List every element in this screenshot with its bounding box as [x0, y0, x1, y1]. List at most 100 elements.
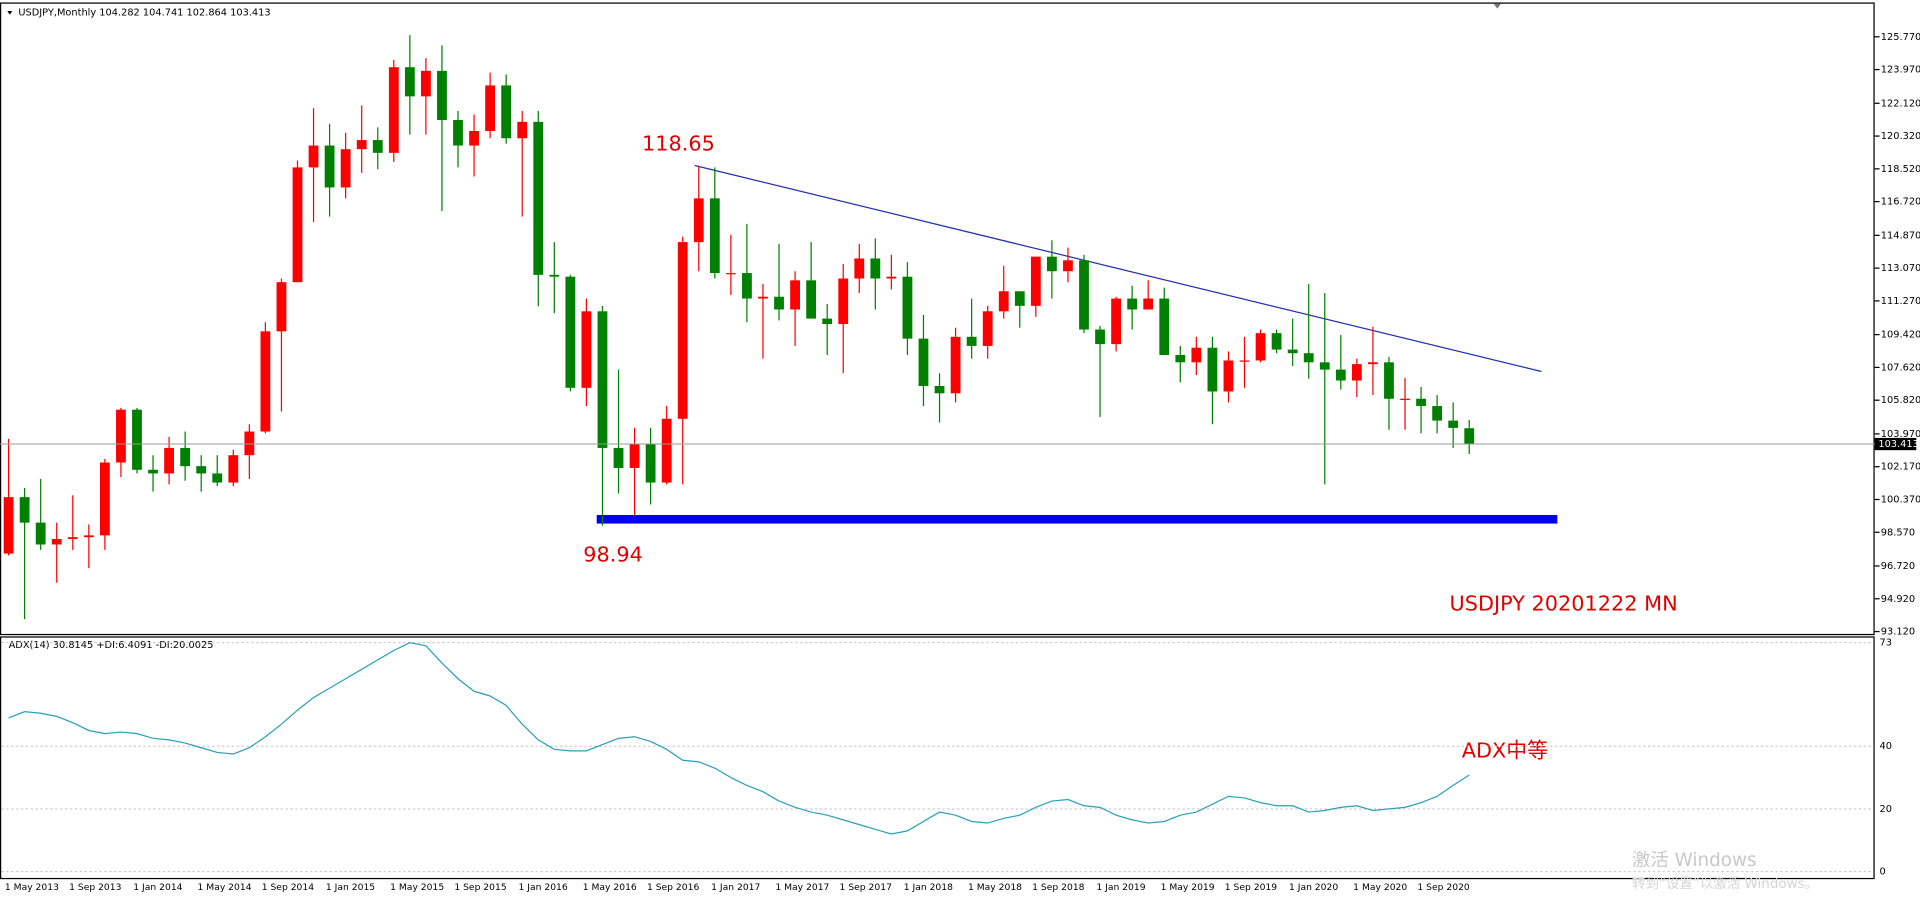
y-tick-label: 96.720: [1881, 561, 1915, 572]
candle-body: [1159, 298, 1170, 356]
candle-body: [1335, 369, 1346, 381]
candle-body: [918, 338, 929, 386]
candle-body: [324, 145, 335, 188]
candle-body: [35, 522, 46, 545]
candle-body: [453, 120, 463, 146]
candle-body: [1464, 428, 1475, 445]
candle-body: [260, 331, 271, 432]
x-tick-label: 1 Sep 2017: [840, 882, 893, 893]
candle-body: [1223, 360, 1234, 392]
x-tick-label: 1 Sep 2016: [647, 882, 700, 893]
y-tick-label: 109.420: [1881, 330, 1920, 341]
candle-body: [1432, 406, 1443, 421]
candle-body: [645, 444, 656, 483]
main-panel: [0, 2, 1875, 636]
candle-body: [1271, 333, 1282, 350]
candle-body: [565, 276, 576, 388]
candle-body: [244, 431, 255, 456]
candle-body: [421, 70, 431, 97]
candle-body: [51, 539, 62, 545]
candle-body: [67, 537, 78, 540]
candle-body: [725, 273, 736, 275]
candle-body: [1239, 360, 1250, 362]
y-tick-label: 40: [1880, 741, 1892, 752]
candle-body: [902, 276, 913, 339]
x-tick-label: 1 Jan 2020: [1289, 882, 1338, 893]
candle-body: [597, 311, 608, 448]
candle-body: [308, 145, 319, 168]
x-tick-label: 1 May 2019: [1161, 882, 1215, 893]
adx-line: [8, 642, 1470, 835]
support-line: [596, 514, 1558, 524]
candle-body: [806, 280, 817, 319]
y-tick-label: 114.870: [1881, 230, 1920, 241]
candle-body: [196, 466, 207, 474]
y-tick-label: 73: [1880, 638, 1892, 649]
candle-body: [1143, 298, 1154, 310]
adx-header: ADX(14) 30.8145 +DI:6.4091 -DI:20.0025: [9, 640, 214, 651]
candle-body: [1287, 349, 1298, 354]
y-tick-label: 103.970: [1881, 429, 1920, 440]
candle-body: [1207, 347, 1218, 392]
trend-line: [694, 164, 1542, 373]
candle-body: [1046, 256, 1057, 272]
x-tick-label: 1 Jan 2015: [326, 882, 375, 893]
candle-body: [693, 198, 704, 243]
candle-body: [629, 444, 640, 468]
candle-body: [372, 140, 383, 153]
candle-body: [83, 535, 94, 538]
y-tick-label: 98.570: [1881, 527, 1915, 538]
candle-body: [709, 198, 720, 274]
candle-body: [934, 385, 945, 394]
candle-body: [613, 447, 624, 468]
x-tick-label: 1 Sep 2020: [1417, 882, 1470, 893]
price-label: 103.413: [1878, 439, 1919, 450]
candle-body: [998, 291, 1009, 312]
candle-body: [1319, 362, 1330, 370]
candle-body: [982, 311, 993, 346]
price-label-box: [1874, 437, 1917, 451]
x-tick-label: 1 Sep 2013: [69, 882, 122, 893]
candle-body: [854, 258, 865, 279]
y-tick-label: 102.170: [1881, 462, 1920, 473]
candle-body: [469, 130, 479, 146]
candle-body: [870, 258, 881, 279]
x-tick-label: 1 Jan 2017: [711, 882, 760, 893]
x-tick-label: 1 May 2015: [390, 882, 444, 893]
candle-body: [292, 167, 303, 283]
x-tick-label: 1 Jan 2019: [1096, 882, 1145, 893]
y-tick-label: 113.070: [1881, 263, 1920, 274]
y-tick-label: 120.320: [1881, 131, 1920, 142]
x-tick-label: 1 May 2018: [968, 882, 1022, 893]
candle-body: [886, 276, 897, 279]
candle-body: [3, 497, 14, 554]
candle-body: [517, 121, 528, 139]
candle-body: [950, 336, 961, 394]
x-tick-label: 1 May 2013: [5, 882, 59, 893]
high-annotation: 118.65: [642, 132, 715, 156]
y-tick-label: 94.920: [1881, 594, 1915, 605]
x-tick-label: 1 May 2016: [583, 882, 637, 893]
x-tick-label: 1 May 2014: [198, 882, 252, 893]
menu-arrow: [7, 11, 13, 15]
y-tick-label: 105.820: [1881, 395, 1920, 406]
y-tick-label: 125.770: [1881, 32, 1920, 43]
candle-body: [581, 311, 592, 388]
candle-body: [1448, 420, 1459, 428]
candle-body: [677, 242, 688, 419]
candle-body: [549, 274, 560, 277]
candle-body: [356, 140, 367, 150]
candle-body: [116, 409, 126, 463]
x-tick-label: 1 Sep 2018: [1032, 882, 1085, 893]
y-tick-label: 93.120: [1881, 627, 1915, 638]
candle-body: [790, 280, 800, 310]
candle-body: [1175, 355, 1186, 363]
candle-body: [1303, 353, 1314, 363]
candle-body: [276, 282, 287, 332]
candle-body: [1014, 291, 1025, 306]
candle-body: [1063, 260, 1073, 272]
y-tick-label: 0: [1880, 867, 1886, 878]
y-tick-label: 118.520: [1881, 164, 1920, 175]
